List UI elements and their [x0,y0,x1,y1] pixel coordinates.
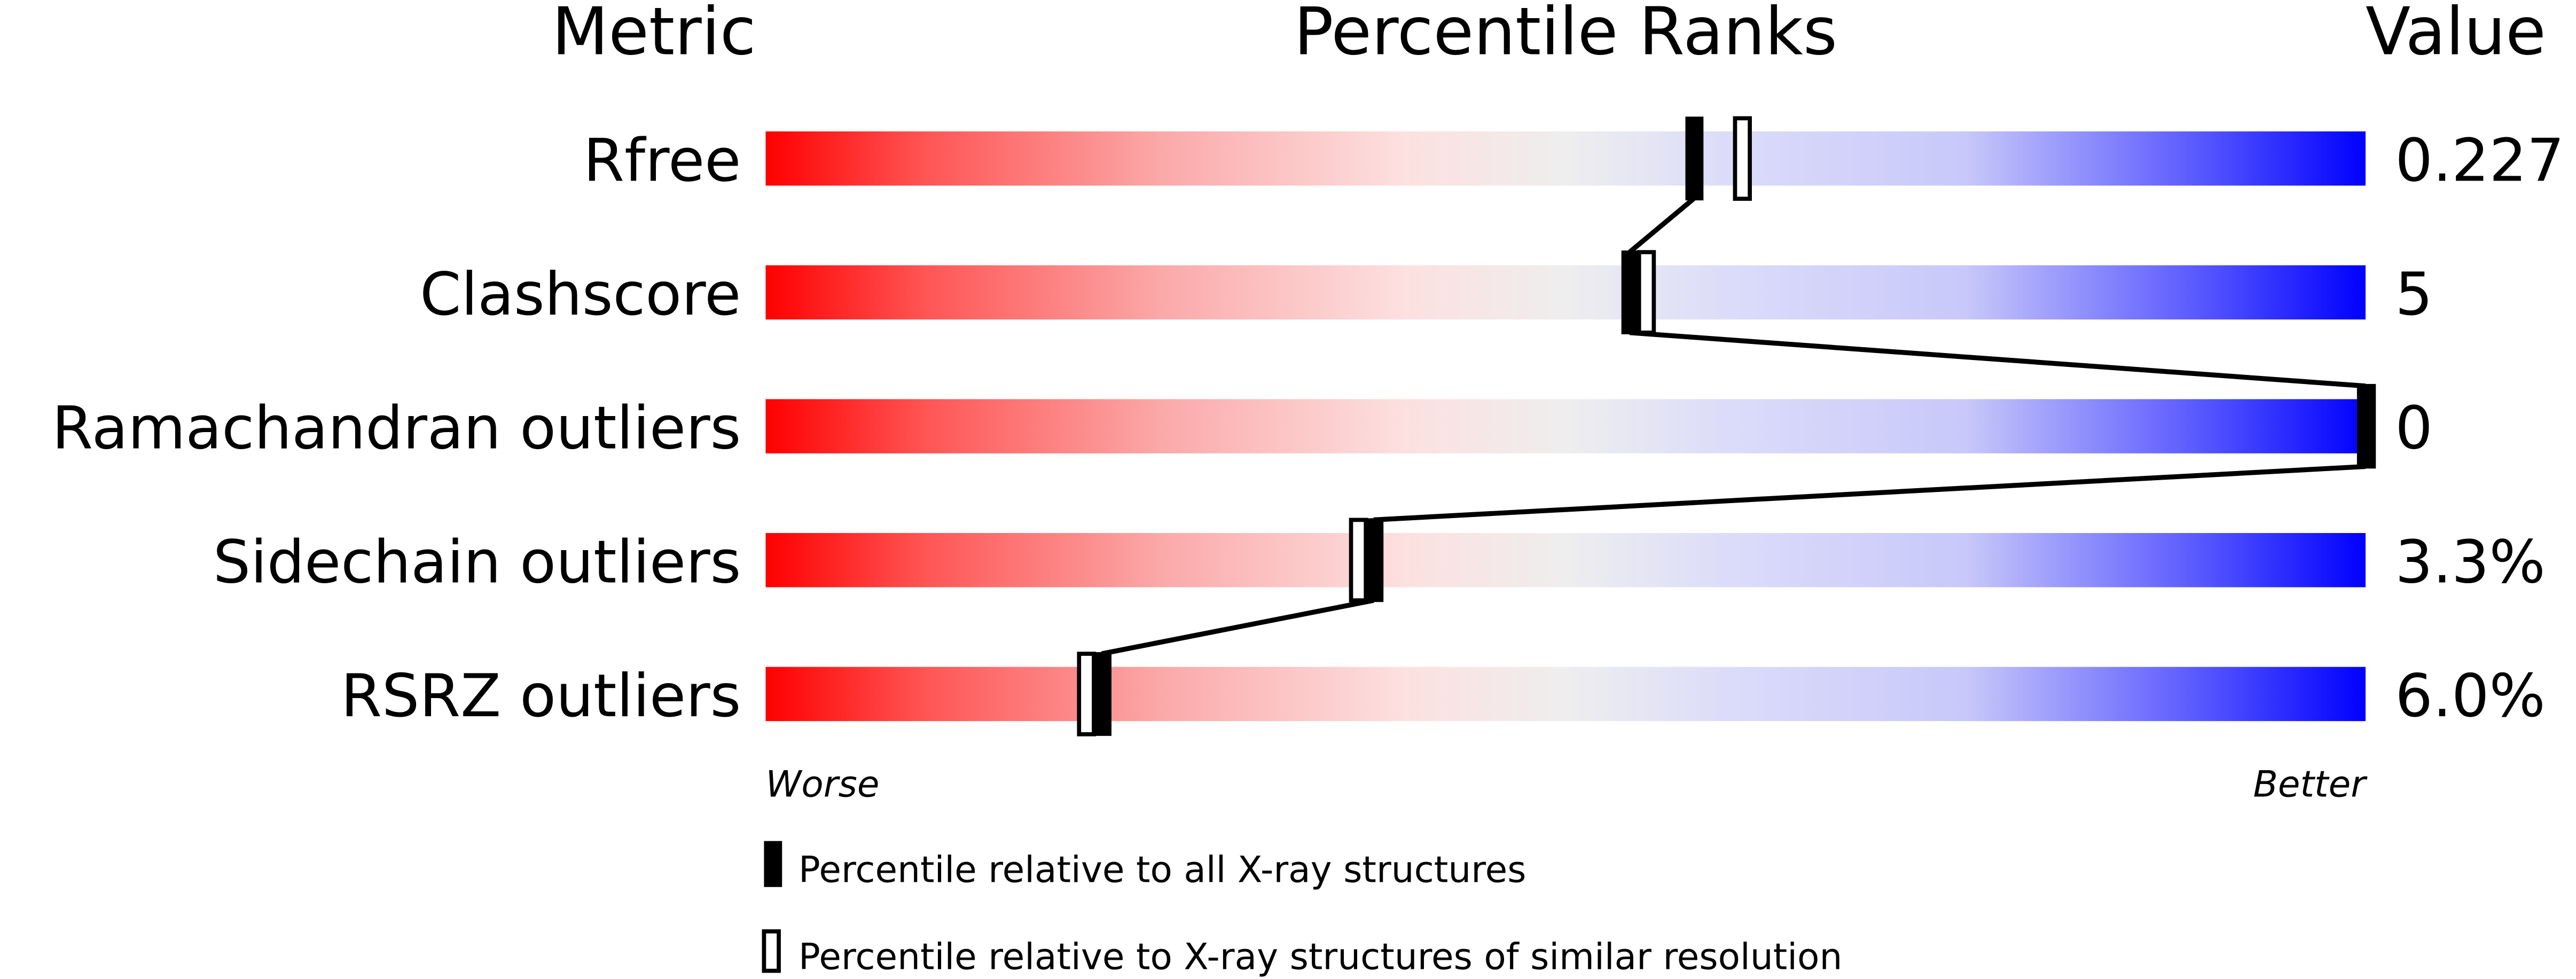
legend-filled-marker [764,841,782,887]
header-percentile-ranks: Percentile Ranks [1294,0,1837,70]
all-structures-marker [1621,250,1640,334]
metric-value: 0 [2395,394,2432,463]
metric-value: 3.3% [2395,528,2545,597]
metric-label: Clashscore [420,260,741,329]
similar-resolution-marker [1349,518,1368,602]
similar-resolution-marker [1077,652,1096,737]
all-structures-marker [2357,384,2376,468]
metric-label: RSRZ outliers [341,662,741,731]
header-metric: Metric [552,0,756,70]
all-structures-marker [1093,652,1112,736]
metric-value: 0.227 [2395,126,2564,195]
percentile-bar [765,667,2366,722]
percentile-bar [765,265,2366,320]
legend-similar-label: Percentile relative to X-ray structures … [798,936,1842,978]
all-structures-marker [1685,116,1704,201]
metric-label: Ramachandran outliers [52,394,741,463]
percentile-bar [765,533,2366,588]
similar-resolution-marker [1637,250,1656,335]
connector-line [1101,197,2366,656]
header-value: Value [2366,0,2546,70]
axis-better-label: Better [2253,763,2368,805]
metric-label: Rfree [583,126,741,195]
metric-value: 6.0% [2395,662,2545,731]
percentile-bar [765,131,2366,186]
metric-value: 5 [2395,260,2432,329]
all-structures-marker [1365,518,1384,602]
metric-label: Sidechain outliers [213,528,741,597]
percentile-bar [765,399,2366,453]
legend-open-marker [762,929,781,973]
similar-resolution-marker [1733,116,1752,201]
legend-all-label: Percentile relative to all X-ray structu… [798,849,1526,891]
axis-worse-label: Worse [765,763,879,805]
